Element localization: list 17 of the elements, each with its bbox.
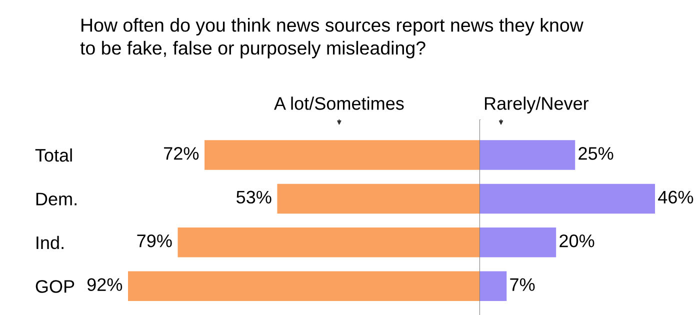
data-label: 72% [164, 147, 199, 160]
y-tick-label: GOP [36, 280, 74, 293]
data-label: 79% [137, 234, 172, 248]
bar [480, 228, 556, 258]
data-label: 25% [578, 147, 614, 160]
series-label: Rarely/Never [484, 96, 589, 114]
data-label: 7% [510, 278, 535, 291]
data-label: 20% [560, 234, 594, 248]
y-tick-label: Ind. [36, 236, 64, 250]
chart-title: How often do you think news sources report news they know to be fake, false or purposely misleading? [80, 18, 584, 58]
y-tick-label: Dem. [36, 192, 76, 206]
series-label: A lot/Sometimes [274, 96, 404, 110]
y-tick-label: Total [35, 148, 72, 162]
bar [480, 271, 507, 302]
data-label: 92% [87, 278, 122, 291]
data-label: 53% [236, 190, 272, 204]
data-label: 46% [658, 190, 694, 204]
